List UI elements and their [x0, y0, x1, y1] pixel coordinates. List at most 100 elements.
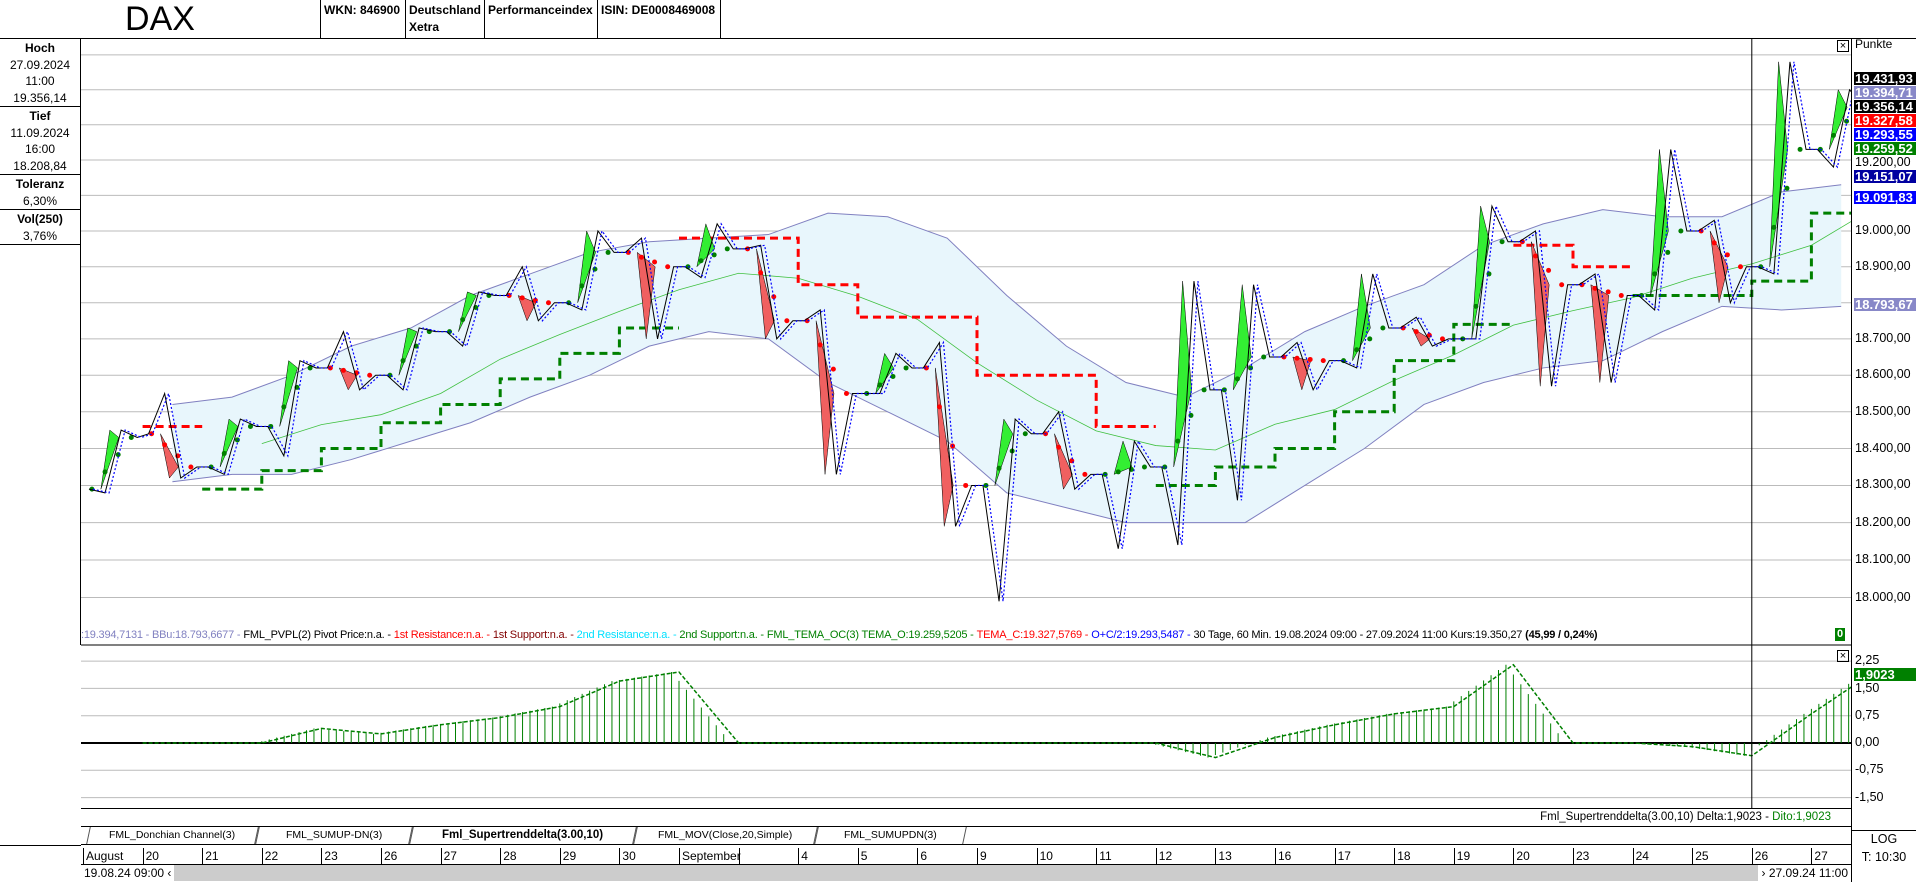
x-tick-label: 4	[798, 848, 808, 864]
x-tick-label: 24	[1632, 848, 1649, 864]
tema-marker	[545, 300, 551, 306]
up-candle	[100, 429, 120, 490]
y-tick-label: 19.200,00	[1855, 155, 1911, 169]
legend-item: 30 Tage, 60 Min. 19.08.2024 09:00 - 27.0…	[1193, 629, 1523, 641]
tema-marker	[1559, 282, 1565, 288]
stat-value: 18.208,84	[13, 158, 67, 173]
stat-value: 6,30%	[22, 193, 58, 208]
legend-item: 1st Resistance:n.a. -	[393, 629, 490, 641]
legend-item: 1st Support:n.a. -	[492, 629, 574, 641]
indicator-legend-main: Fml_Supertrenddelta(3.00,10) Delta:1,902…	[1540, 811, 1769, 823]
tab-fml-donchian-channel-3-[interactable]: FML_Donchian Channel(3)	[86, 827, 259, 844]
scroll-end-date: 27.09.24 11:00	[1768, 866, 1848, 880]
tema-marker	[102, 469, 108, 475]
tema-marker	[281, 404, 287, 410]
tab-label: FML_MOV(Close,20,Simple)	[658, 829, 793, 841]
legend-item: TEMA_C:19.327,5769 -	[976, 629, 1089, 641]
close-indicator-pane-icon[interactable]: ×	[1837, 650, 1849, 662]
tab-fml-sumupdn-3-[interactable]: FML_SUMUPDN(3)	[814, 827, 967, 844]
stat-group: Vol(250) 3,76%	[0, 210, 80, 245]
x-tick-label: 26	[381, 848, 397, 864]
x-tick-label: 28	[500, 848, 517, 864]
scroll-end[interactable]: › 27.09.24 11:00	[1758, 865, 1851, 881]
stat-group: Hoch 27.09.2024 11:00 19.356,14	[0, 39, 80, 107]
delta-line	[142, 663, 1851, 759]
x-tick-label: 29	[559, 848, 576, 864]
tema-marker	[1605, 289, 1611, 295]
tema-marker	[1082, 471, 1088, 477]
scale-mode-toggle[interactable]: LOG	[1852, 830, 1916, 848]
y-tick-label: 18.200,00	[1855, 515, 1911, 529]
price-marker: 19.293,55	[1854, 127, 1916, 141]
tab-fml-supertrenddelta-3-00-10-[interactable]: Fml_Supertrenddelta(3.00,10)	[409, 827, 637, 844]
up-candle	[1113, 440, 1133, 475]
tab-label: Fml_Supertrenddelta(3.00,10)	[442, 829, 604, 841]
tema-marker	[1115, 469, 1121, 475]
stat-value: 27.09.2024	[9, 57, 71, 72]
tema-marker	[1175, 438, 1181, 444]
tema-marker	[963, 482, 969, 488]
close-main-pane-icon[interactable]: ×	[1837, 40, 1849, 52]
tab-fml-sumup-dn-3-[interactable]: FML_SUMUP-DN(3)	[255, 827, 413, 844]
supertrend-resistance-line	[1513, 243, 1633, 269]
y-tick-label: 18.700,00	[1855, 331, 1911, 345]
tab-fml-mov-close-20-simple-[interactable]: FML_MOV(Close,20,Simple)	[633, 827, 818, 844]
x-tick-label: 21	[202, 848, 219, 864]
legend-item: 2nd Support:n.a. -	[679, 629, 764, 641]
time-scrollbar[interactable]: 19.08.24 09:00 ‹ › 27.09.24 11:00	[81, 865, 1851, 881]
stat-group: Toleranz 6,30%	[0, 175, 80, 210]
y-tick-label: 18.300,00	[1855, 478, 1911, 492]
tema-marker	[1546, 267, 1552, 273]
y-tick-label: 19.000,00	[1855, 223, 1911, 237]
up-candle	[398, 327, 418, 376]
chart-area[interactable]	[81, 39, 1851, 808]
down-candle	[636, 251, 656, 339]
stat-label: Tief	[29, 109, 51, 123]
wkn-cell: WKN: 846900	[320, 0, 405, 39]
stat-label: Toleranz	[15, 177, 65, 191]
up-candle	[279, 360, 298, 427]
legend-item: (45,99 / 0,24%)	[1525, 629, 1598, 641]
tema-marker	[1367, 336, 1373, 342]
time-readout: T: 10:30	[1861, 850, 1907, 864]
x-tick-label: 25	[1692, 848, 1709, 864]
indicator-tick-label: 0,00	[1855, 736, 1880, 749]
indicator-legend-dito: Dito:1,9023	[1772, 811, 1831, 823]
tab-label: FML_Donchian Channel(3)	[109, 829, 236, 841]
tema-marker	[711, 252, 717, 258]
tema-marker	[1737, 264, 1743, 270]
legend-item: 2nd Resistance:n.a. -	[576, 629, 677, 641]
stat-value: 11:00	[25, 74, 55, 88]
chevron-right-icon[interactable]: ›	[1761, 866, 1766, 880]
tema-marker	[579, 283, 585, 289]
tema-marker	[1413, 329, 1419, 335]
x-tick-label: 18	[1394, 848, 1411, 864]
tema-marker	[234, 437, 240, 443]
y-tick-label: 18.400,00	[1855, 441, 1911, 455]
exchange-cell: Deutschland Xetra	[405, 0, 484, 39]
tema-marker	[1380, 325, 1386, 331]
tema-marker	[1711, 240, 1717, 246]
price-marker: 19.327,58	[1854, 113, 1916, 127]
tema-marker	[460, 317, 466, 323]
stat-label: Vol(250)	[17, 212, 63, 226]
down-candle	[338, 367, 358, 391]
tema-marker	[307, 365, 313, 371]
tema-marker	[188, 464, 194, 470]
chevron-left-icon[interactable]: ‹	[167, 866, 172, 880]
y-tick-label: 18.900,00	[1855, 259, 1911, 273]
legend-item: FML_PVPL(2) Pivot Price:n.a. -	[243, 629, 391, 641]
stat-value: 19.356,14	[13, 90, 67, 105]
tema-marker	[605, 249, 611, 255]
supertrend-support-line	[202, 326, 679, 491]
tema-marker	[1248, 365, 1254, 371]
scroll-start[interactable]: 19.08.24 09:00 ‹	[81, 865, 175, 881]
tema-marker	[890, 373, 896, 379]
price-marker: 19.259,52	[1854, 141, 1916, 155]
indicator-tick-label: 0,75	[1855, 708, 1880, 722]
tema-marker	[1201, 387, 1207, 393]
tema-marker	[128, 434, 134, 440]
indicator-tick-label: 1,50	[1855, 682, 1880, 696]
tab-label: FML_SUMUPDN(3)	[844, 829, 937, 841]
x-tick-label: 20	[1513, 848, 1530, 864]
